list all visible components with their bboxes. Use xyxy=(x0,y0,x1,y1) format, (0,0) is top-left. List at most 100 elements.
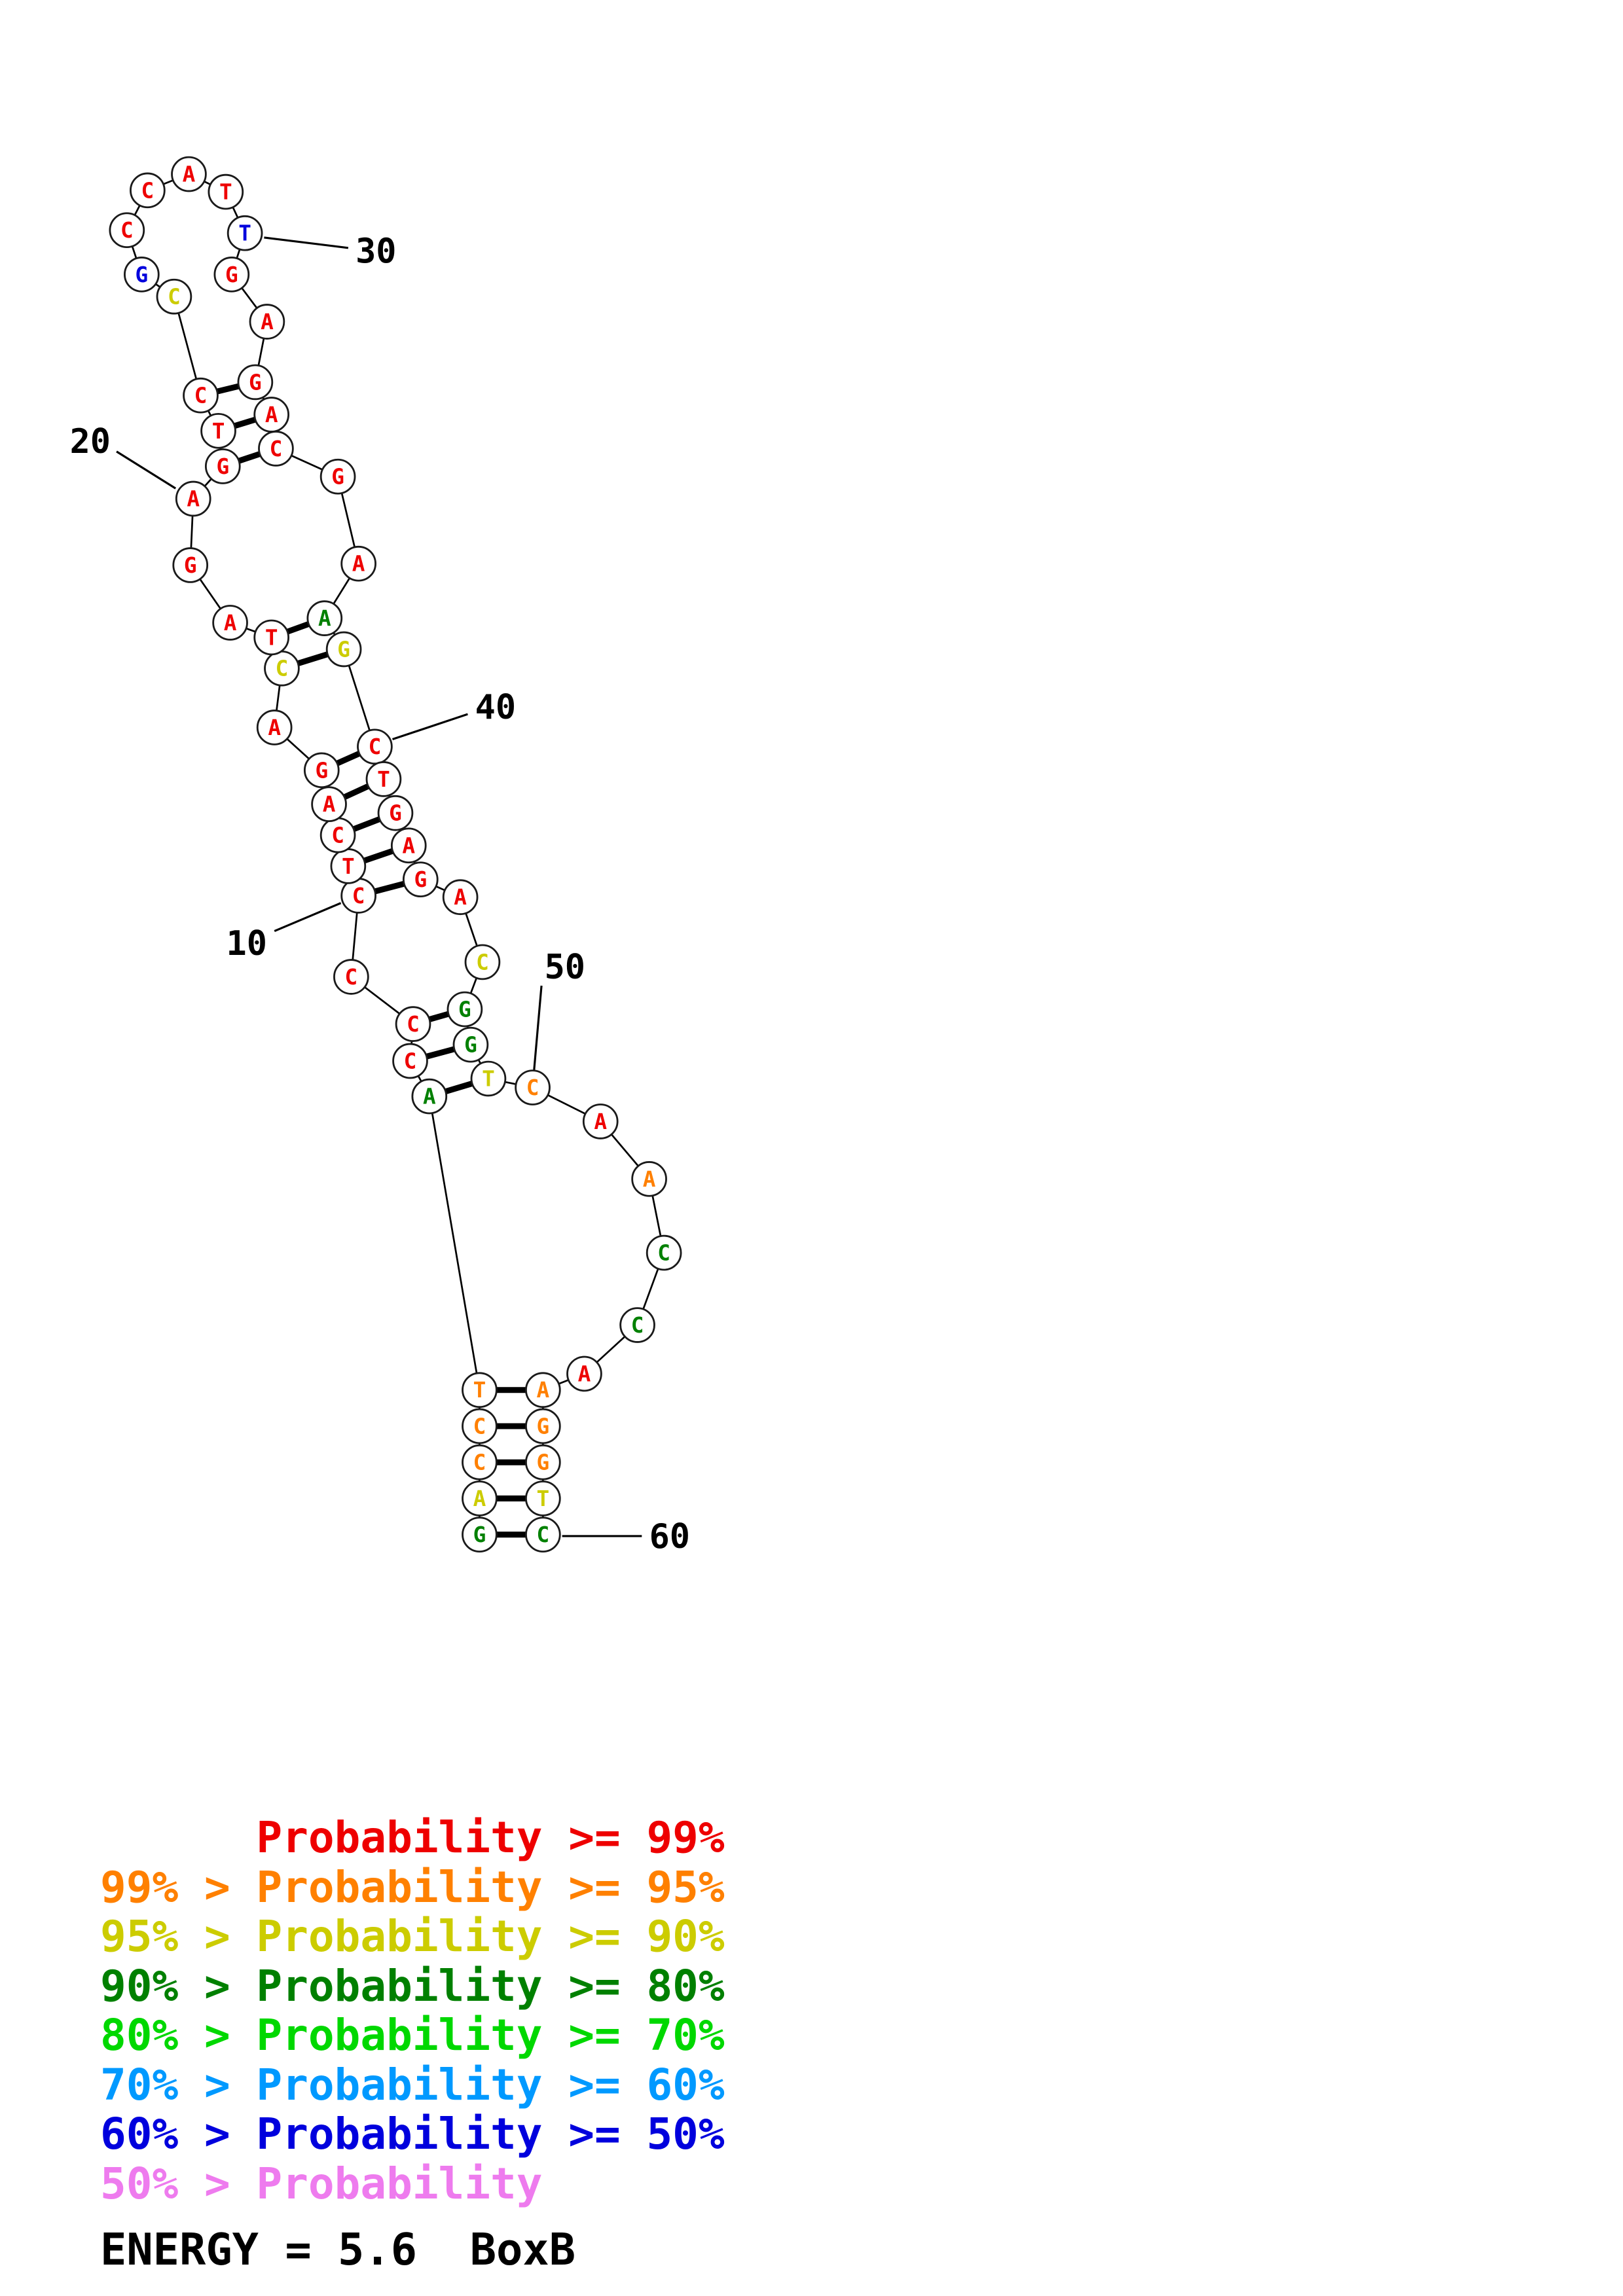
nucleotide-circle xyxy=(130,172,166,209)
nucleotide-circle xyxy=(377,795,414,831)
nucleotide-circle xyxy=(646,1234,682,1271)
nucleotide-base: C xyxy=(526,1075,539,1100)
legend-entry: 60% > Probability >= 50% xyxy=(100,2109,725,2159)
nucleotide-circle xyxy=(462,1444,498,1480)
nucleotide-circle xyxy=(333,959,369,995)
nucleotide-circle xyxy=(256,709,293,745)
nucleotide-base: A xyxy=(352,552,365,577)
nucleotide-base: C xyxy=(352,884,365,908)
nucleotide-base: A xyxy=(578,1361,591,1386)
nucleotide-base: C xyxy=(473,1450,486,1475)
nucleotide-circle xyxy=(525,1408,561,1444)
nucleotide-circle xyxy=(470,1060,507,1097)
legend-entry: 90% > Probability >= 80% xyxy=(100,1960,725,2011)
position-label-leader xyxy=(264,236,349,249)
position-label: 40 xyxy=(475,688,516,727)
nucleotide-base: G xyxy=(537,1450,550,1475)
nucleotide-base: A xyxy=(183,162,196,187)
nucleotide-circle xyxy=(311,786,347,823)
nucleotide-circle xyxy=(566,1355,602,1392)
nucleotide-base: G xyxy=(464,1033,477,1058)
nucleotide-circle xyxy=(395,1006,431,1042)
nucleotide-base: A xyxy=(318,606,331,631)
nucleotide-base: G xyxy=(458,997,471,1022)
nucleotide-circle xyxy=(525,1444,561,1480)
nucleotide-base: C xyxy=(473,1414,486,1439)
position-label-leader xyxy=(533,985,543,1070)
nucleotide-base: G xyxy=(216,454,229,479)
nucleotide-circle xyxy=(392,1043,428,1079)
nucleotide-base: A xyxy=(423,1085,436,1109)
nucleotide-circle xyxy=(204,448,241,484)
nucleotide-circle xyxy=(200,412,236,449)
nucleotide-circle xyxy=(124,257,160,293)
nucleotide-base: C xyxy=(276,656,289,681)
legend-entry: 50% > Probability xyxy=(100,2158,543,2209)
probability-legend: Probability >= 99% 99% > Probability >= 9… xyxy=(100,1813,725,2208)
nucleotide-circle xyxy=(213,257,250,293)
nucleotide-base: A xyxy=(473,1486,486,1511)
nucleotide-base: T xyxy=(212,419,225,444)
position-labels: 10 20 30 40 50 60 xyxy=(70,232,690,1556)
nucleotide-base: C xyxy=(120,218,134,243)
nucleotide-circle xyxy=(631,1161,667,1197)
nucleotide-circle xyxy=(109,212,145,249)
nucleotide-circle xyxy=(306,600,343,636)
nucleotide-circle xyxy=(303,752,340,789)
position-label-leader-lines xyxy=(116,236,642,1537)
nucleotide-base: C xyxy=(657,1241,670,1266)
nucleotide-circle xyxy=(525,1372,561,1408)
nucleotide-circle xyxy=(183,377,219,414)
nucleotide-base: G xyxy=(414,867,427,892)
legend-entry: 70% > Probability >= 60% xyxy=(100,2059,725,2110)
nucleotide-base: G xyxy=(473,1522,486,1547)
nucleotide-circle xyxy=(619,1307,655,1343)
nucleotide-base: C xyxy=(331,823,344,848)
nucleotide-circle xyxy=(582,1103,619,1139)
nucleotide-base: T xyxy=(482,1066,495,1091)
nucleotide-circle xyxy=(258,431,294,467)
nucleotide-base: C xyxy=(345,965,358,990)
nucleotide-base: A xyxy=(402,833,415,858)
position-label: 50 xyxy=(545,948,585,987)
nucleotide-base: G xyxy=(315,758,328,783)
nucleotide-base: G xyxy=(184,553,197,578)
nucleotide-base: A xyxy=(224,611,237,636)
nucleotide-base: T xyxy=(537,1486,550,1511)
nucleotide-base: C xyxy=(404,1049,417,1073)
nucleotide-base: G xyxy=(136,262,149,287)
backbone-segment xyxy=(428,1096,481,1390)
nucleotide-circle xyxy=(365,761,402,797)
energy-caption: ENERGY = 5.6 BoxB xyxy=(100,2224,576,2275)
nucleotide-circle xyxy=(249,304,285,340)
nucleotide-base: C xyxy=(631,1313,644,1338)
nucleotide-circle xyxy=(525,1516,561,1553)
nucleotide-base: T xyxy=(219,180,232,205)
nucleotide-circle xyxy=(525,1480,561,1516)
position-label: 60 xyxy=(649,1517,690,1556)
nucleotide-base: T xyxy=(265,625,278,650)
nucleotide-circle xyxy=(462,1372,498,1408)
nucleotide-base: A xyxy=(643,1167,656,1192)
nucleotide-circle xyxy=(171,156,207,192)
legend-entry: 95% > Probability >= 90% xyxy=(100,1911,725,1962)
nucleotide-circle xyxy=(253,619,289,656)
nucleotide-circle xyxy=(462,1516,498,1553)
nucleotide-base: C xyxy=(194,384,208,408)
nucleotide-circle xyxy=(212,605,248,641)
position-label-leader xyxy=(274,902,342,933)
legend-entry: Probability >= 99% xyxy=(100,1812,725,1863)
nucleotide-base: A xyxy=(261,310,274,334)
nucleotide-base: C xyxy=(270,437,283,461)
nucleotide-circle xyxy=(462,1408,498,1444)
nucleotide-base: A xyxy=(268,715,281,740)
nucleotide-base: T xyxy=(238,221,251,246)
nucleotide-base: C xyxy=(369,734,382,759)
nucleotide-circle xyxy=(175,480,211,517)
nucleotide-circle xyxy=(515,1069,551,1105)
nucleotide-circle xyxy=(452,1026,489,1063)
position-label: 30 xyxy=(356,232,396,271)
nucleotides: GACCTACCCCTCAGACTAGAGTCCGCCATTGAGACGAAGC… xyxy=(109,156,682,1553)
position-label-leader xyxy=(392,713,468,741)
position-label: 10 xyxy=(226,924,266,963)
